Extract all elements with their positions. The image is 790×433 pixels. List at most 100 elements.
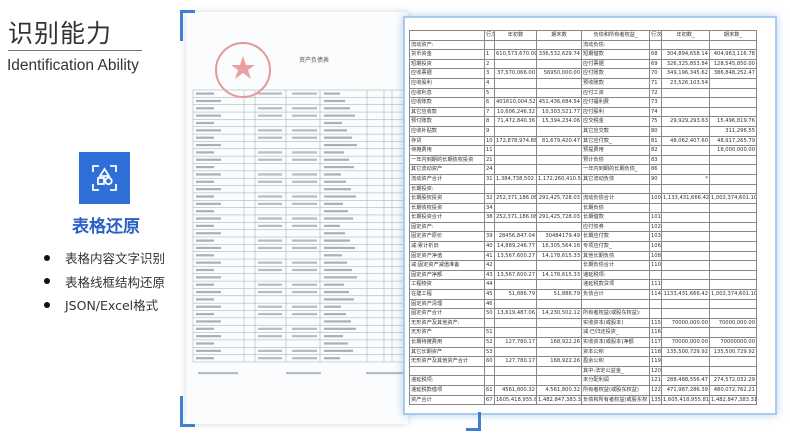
scan-text-blur: [324, 166, 354, 169]
scan-text-blur: [292, 305, 317, 308]
table-cell: 长期投资:: [409, 183, 485, 195]
table-cell: 固定资产清理: [409, 298, 485, 310]
table-cell: 44: [484, 279, 495, 291]
table-cell: 51: [484, 327, 495, 338]
table-row: 应收票据 3 37,570,066.00 56950,000.00 应付账款 70 349,…: [409, 68, 757, 79]
table-row: 一年内到期的长期债权投资 21 预计负债 83: [409, 154, 757, 166]
column-header: [409, 30, 485, 41]
scan-text-blur: [324, 298, 354, 301]
table-cell: 83: [649, 154, 662, 166]
table-cell: 10,606,246.32: [494, 106, 537, 118]
table-cell: [709, 87, 757, 99]
table-cell: [494, 183, 537, 195]
scan-text-blur: [324, 276, 357, 279]
table-cell: 24: [484, 164, 495, 175]
scan-text-blur: [292, 202, 317, 205]
table-cell: 34: [484, 202, 495, 214]
scan-text-blur: [196, 313, 214, 316]
scan-text-blur: [196, 92, 214, 95]
table-cell: [494, 87, 537, 99]
table-cell: [536, 279, 582, 291]
bullet-item: JSON/Excel格式: [44, 293, 165, 317]
table-cell: [494, 202, 537, 214]
table-cell: 递延税款借项: [409, 384, 485, 396]
scan-text-blur: [324, 188, 351, 191]
table-cell: 其它应收款: [409, 106, 485, 118]
scan-text-blur: [292, 92, 317, 95]
column-header: 行次: [484, 30, 495, 41]
scan-text-blur: [258, 173, 282, 176]
table-cell: [536, 145, 582, 156]
table-cell: 404,963,116.78: [709, 49, 757, 60]
column-header: 期末数: [536, 30, 582, 41]
table-cell: [536, 365, 582, 377]
table-row: 递延税项: 未分配利润 121 288,488,556.47 274,572,032.2…: [409, 375, 757, 386]
scan-text-blur: [324, 357, 340, 360]
table-cell: [494, 125, 537, 137]
scan-text-blur: [324, 305, 341, 308]
table-cell: [536, 298, 582, 310]
table-cell: [661, 241, 710, 252]
recognized-table: 行次年初数期末数负债和所有者权益_行次年初数_期末数_流动资产:流动负债:货币资…: [409, 30, 757, 406]
scan-text-blur: [258, 158, 282, 161]
scan-text-blur: [324, 99, 345, 103]
scan-text-blur: [258, 114, 282, 117]
table-cell: 51,886.79: [494, 289, 537, 300]
table-cell: [494, 375, 537, 386]
table-cell: 50: [484, 308, 495, 319]
table-cell: 应付工资: [581, 87, 650, 99]
scan-text-blur: [324, 246, 355, 250]
table-cell: 其它长期资产: [409, 346, 485, 358]
column-header: 行次: [649, 30, 662, 41]
seal-star-icon: [231, 56, 255, 79]
table-cell: 预付账款: [409, 116, 485, 127]
scan-text-blur: [196, 173, 221, 176]
table-cell: [661, 212, 710, 223]
bullet-item: 表格线框结构还原: [44, 270, 165, 294]
scan-text-blur: [196, 121, 214, 125]
table-cell: [494, 346, 537, 358]
table-cell: [661, 164, 710, 175]
table-row: 长期债权投资 34 长期负债: [409, 202, 757, 214]
scan-text-blur: [324, 114, 355, 117]
table-cell: 资本公积: [581, 346, 650, 358]
table-cell: [494, 154, 537, 166]
column-header: 年初数: [494, 30, 537, 41]
scan-text-blur: [292, 195, 317, 198]
table-cell: 存货: [409, 135, 485, 147]
table-row: 长期投资:: [409, 183, 757, 195]
table-cell: 短期投资: [409, 58, 485, 70]
scan-text-blur: [196, 107, 214, 110]
table-row: 待摊费用 11 预提费用 82 18,000,000.00: [409, 145, 757, 156]
scan-text-blur: [324, 136, 352, 139]
table-cell: 48,062,407.60: [661, 135, 710, 147]
table-cell: 53: [484, 346, 495, 358]
scan-text-blur: [292, 158, 317, 161]
table-cell: [536, 77, 582, 89]
table-row: 固定资产合计 50 13,619,487.06 14,230,502.12 所有者权益(…: [409, 308, 757, 319]
table-cell: 311,296.55: [709, 125, 757, 137]
scan-text-blur: [292, 129, 317, 132]
scan-text-blur: [196, 305, 221, 308]
scan-text-blur: [258, 151, 282, 154]
scan-text-blur: [196, 239, 214, 242]
table-cell: [536, 125, 582, 137]
table-cell: 流动资产合计: [409, 173, 485, 185]
table-cell: 116: [649, 327, 662, 338]
scanned-table-image: [192, 42, 408, 375]
table-cell: 4: [484, 77, 495, 89]
scan-text-blur: [292, 239, 317, 242]
table-cell: 待摊费用: [409, 145, 485, 156]
table-cell: [494, 164, 537, 175]
table-cell: 无形资产及其他资产:: [409, 317, 485, 329]
table-cell: 401610,004.52: [494, 97, 537, 108]
table-row: 长期投资合计 38 252,371,186.08 291,425,728.03 长期借款…: [409, 212, 757, 223]
scan-text-blur: [292, 173, 317, 176]
table-cell: [709, 365, 757, 377]
scan-text-blur: [258, 195, 282, 198]
scan-signature-blur: [198, 372, 238, 375]
table-cell: 长期负债: [581, 202, 650, 214]
scan-text-blur: [324, 254, 342, 257]
table-cell: 1,002,374,601.10: [709, 289, 757, 300]
table-cell: 69: [649, 58, 662, 70]
